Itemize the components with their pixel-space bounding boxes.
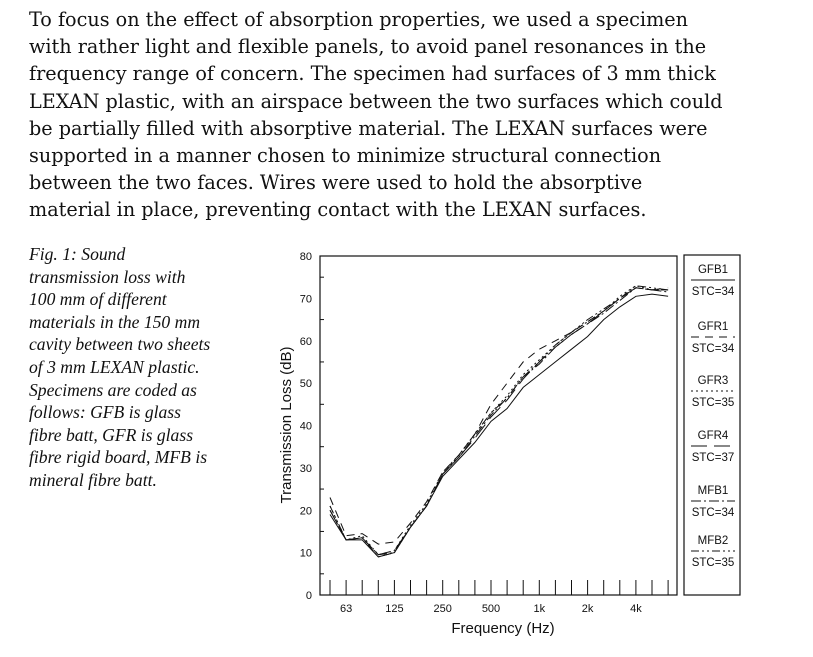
series-line-gfr4 (329, 287, 669, 556)
caption-line: of 3 mm LEXAN plastic. (29, 356, 200, 377)
body-text-line: supported in a manner chosen to minimize… (29, 144, 662, 168)
series-line-mfb1 (329, 287, 669, 556)
plot-frame (319, 255, 678, 596)
y-tick-label: 60 (300, 336, 312, 348)
legend-stc: STC=34 (692, 286, 735, 298)
legend-label: GFR1 (698, 321, 729, 333)
legend-stc: STC=34 (692, 343, 735, 355)
y-tick-label: 50 (300, 378, 312, 390)
body-text-line: between the two faces. Wires were used t… (29, 171, 643, 195)
legend-label: GFB1 (698, 264, 728, 276)
legend-box (683, 254, 741, 596)
body-paragraph: To focus on the effect of absorption pro… (29, 6, 809, 224)
series-line-gfb1 (329, 293, 669, 558)
caption-line: Specimens are coded as (29, 379, 197, 400)
caption-line: transmission loss with (29, 266, 186, 287)
legend-label: GFR4 (698, 430, 729, 442)
y-tick-label: 70 (300, 293, 312, 305)
legend-stc: STC=35 (692, 557, 735, 569)
legend-stc: STC=37 (692, 452, 735, 464)
y-tick-label: 20 (300, 505, 312, 517)
x-tick-label: 4k (630, 603, 642, 615)
legend-label: MFB1 (698, 485, 729, 497)
legend-stc: STC=35 (692, 397, 735, 409)
body-text-line: be partially filled with absorptive mate… (29, 116, 708, 140)
body-text-line: frequency range of concern. The specimen… (29, 62, 716, 86)
x-tick-label: 125 (385, 603, 403, 615)
legend-label: GFR3 (698, 375, 729, 387)
figure-caption: Fig. 1: Sound transmission loss with 100 m… (29, 243, 254, 492)
series-line-gfr3 (329, 285, 669, 556)
body-text-line: material in place, preventing contact wi… (29, 198, 647, 222)
caption-line: 100 mm of different (29, 289, 167, 310)
caption-line: follows: GFB is glass (29, 402, 182, 423)
y-tick-label: 10 (300, 548, 312, 560)
body-text-line: with rather light and flexible panels, t… (29, 35, 707, 59)
x-tick-label: 500 (482, 603, 500, 615)
body-text-line: To focus on the effect of absorption pro… (29, 8, 688, 31)
x-tick-label: 2k (582, 603, 594, 615)
series-line-mfb2 (329, 285, 669, 558)
caption-line: cavity between two sheets (29, 334, 211, 355)
caption-line: mineral fibre batt. (29, 469, 157, 490)
series-line-gfr1 (329, 287, 669, 545)
y-tick-label: 30 (300, 463, 312, 475)
y-axis-label: Transmission Loss (dB) (278, 347, 295, 504)
legend-label: MFB2 (698, 535, 729, 547)
body-text-line: LEXAN plastic, with an airspace between … (29, 89, 723, 113)
y-tick-label: 80 (300, 251, 312, 263)
y-tick-label: 0 (306, 590, 312, 602)
caption-line: fibre batt, GFR is glass (29, 424, 194, 445)
caption-line: Fig. 1: Sound (29, 244, 126, 264)
legend-stc: STC=34 (692, 507, 735, 519)
caption-line: fibre rigid board, MFB is (29, 447, 208, 468)
y-tick-label: 40 (300, 421, 312, 433)
x-tick-label: 1k (533, 603, 545, 615)
x-tick-label: 250 (434, 603, 452, 615)
x-axis-label: Frequency (Hz) (451, 620, 554, 637)
x-tick-label: 63 (340, 603, 352, 615)
caption-line: materials in the 150 mm (29, 311, 201, 332)
